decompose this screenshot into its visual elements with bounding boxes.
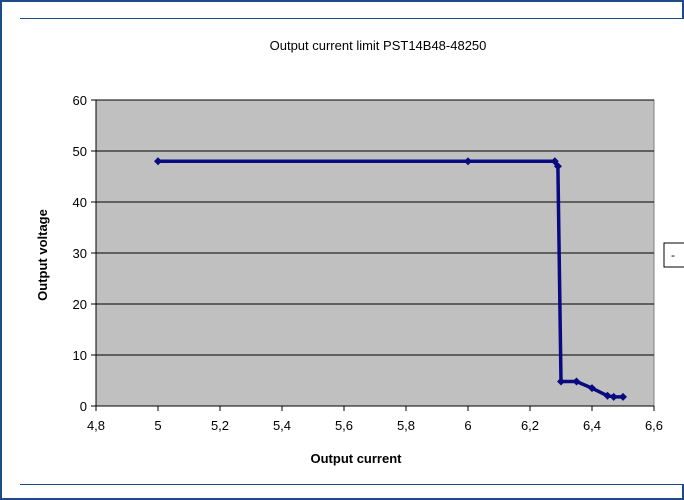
x-tick-label-3: 5,4 [273, 418, 291, 433]
x-tick-label-8: 6,4 [583, 418, 601, 433]
data-point-0-8 [609, 392, 618, 401]
data-point-0-4 [557, 377, 565, 386]
chart-area: Output current limit PST14B48-48250 0 10 2… [20, 19, 684, 484]
x-tick-label-1: 5 [154, 418, 161, 433]
data-point-0-6 [588, 384, 596, 393]
legend-fragment-text: - [671, 248, 675, 262]
y-tick-label-6: 60 [73, 93, 87, 108]
x-tick-label-0: 4,8 [87, 418, 105, 433]
y-tick-label-5: 50 [73, 144, 87, 159]
x-tick-label-4: 5,6 [335, 418, 353, 433]
x-axis-label: Output current [311, 451, 403, 466]
data-point-0-9 [619, 392, 627, 401]
y-tick-label-4: 40 [73, 195, 87, 210]
legend-fragment: - [663, 242, 684, 268]
x-axis-ticks: 4,8 5 5,2 5,4 5,6 5,8 6 6,2 6,4 6,6 [87, 406, 663, 433]
chart-title: Output current limit PST14B48-48250 [270, 38, 487, 53]
data-point-0-1 [464, 157, 472, 166]
legend-box [663, 242, 684, 268]
chart-svg: Output current limit PST14B48-48250 0 10 2… [35, 38, 684, 466]
series-layer [154, 157, 627, 401]
data-point-0-2 [550, 157, 559, 166]
x-tick-label-5: 5,8 [397, 418, 415, 433]
bottom-divider [20, 484, 684, 485]
y-tick-label-1: 10 [73, 348, 87, 363]
y-axis-label: Output voltage [35, 209, 50, 301]
y-axis-ticks: 0 10 20 30 40 50 60 [73, 93, 96, 414]
data-point-0-7 [603, 391, 612, 400]
data-point-0-0 [154, 157, 162, 166]
x-tick-label-7: 6,2 [521, 418, 539, 433]
data-point-0-5 [572, 377, 581, 386]
y-tick-label-2: 20 [73, 297, 87, 312]
data-point-0-3 [553, 162, 562, 171]
top-divider [20, 18, 684, 19]
x-tick-label-2: 5,2 [211, 418, 229, 433]
y-tick-label-0: 0 [80, 399, 87, 414]
y-tick-label-3: 30 [73, 246, 87, 261]
x-tick-label-6: 6 [464, 418, 471, 433]
x-tick-label-9: 6,6 [645, 418, 663, 433]
